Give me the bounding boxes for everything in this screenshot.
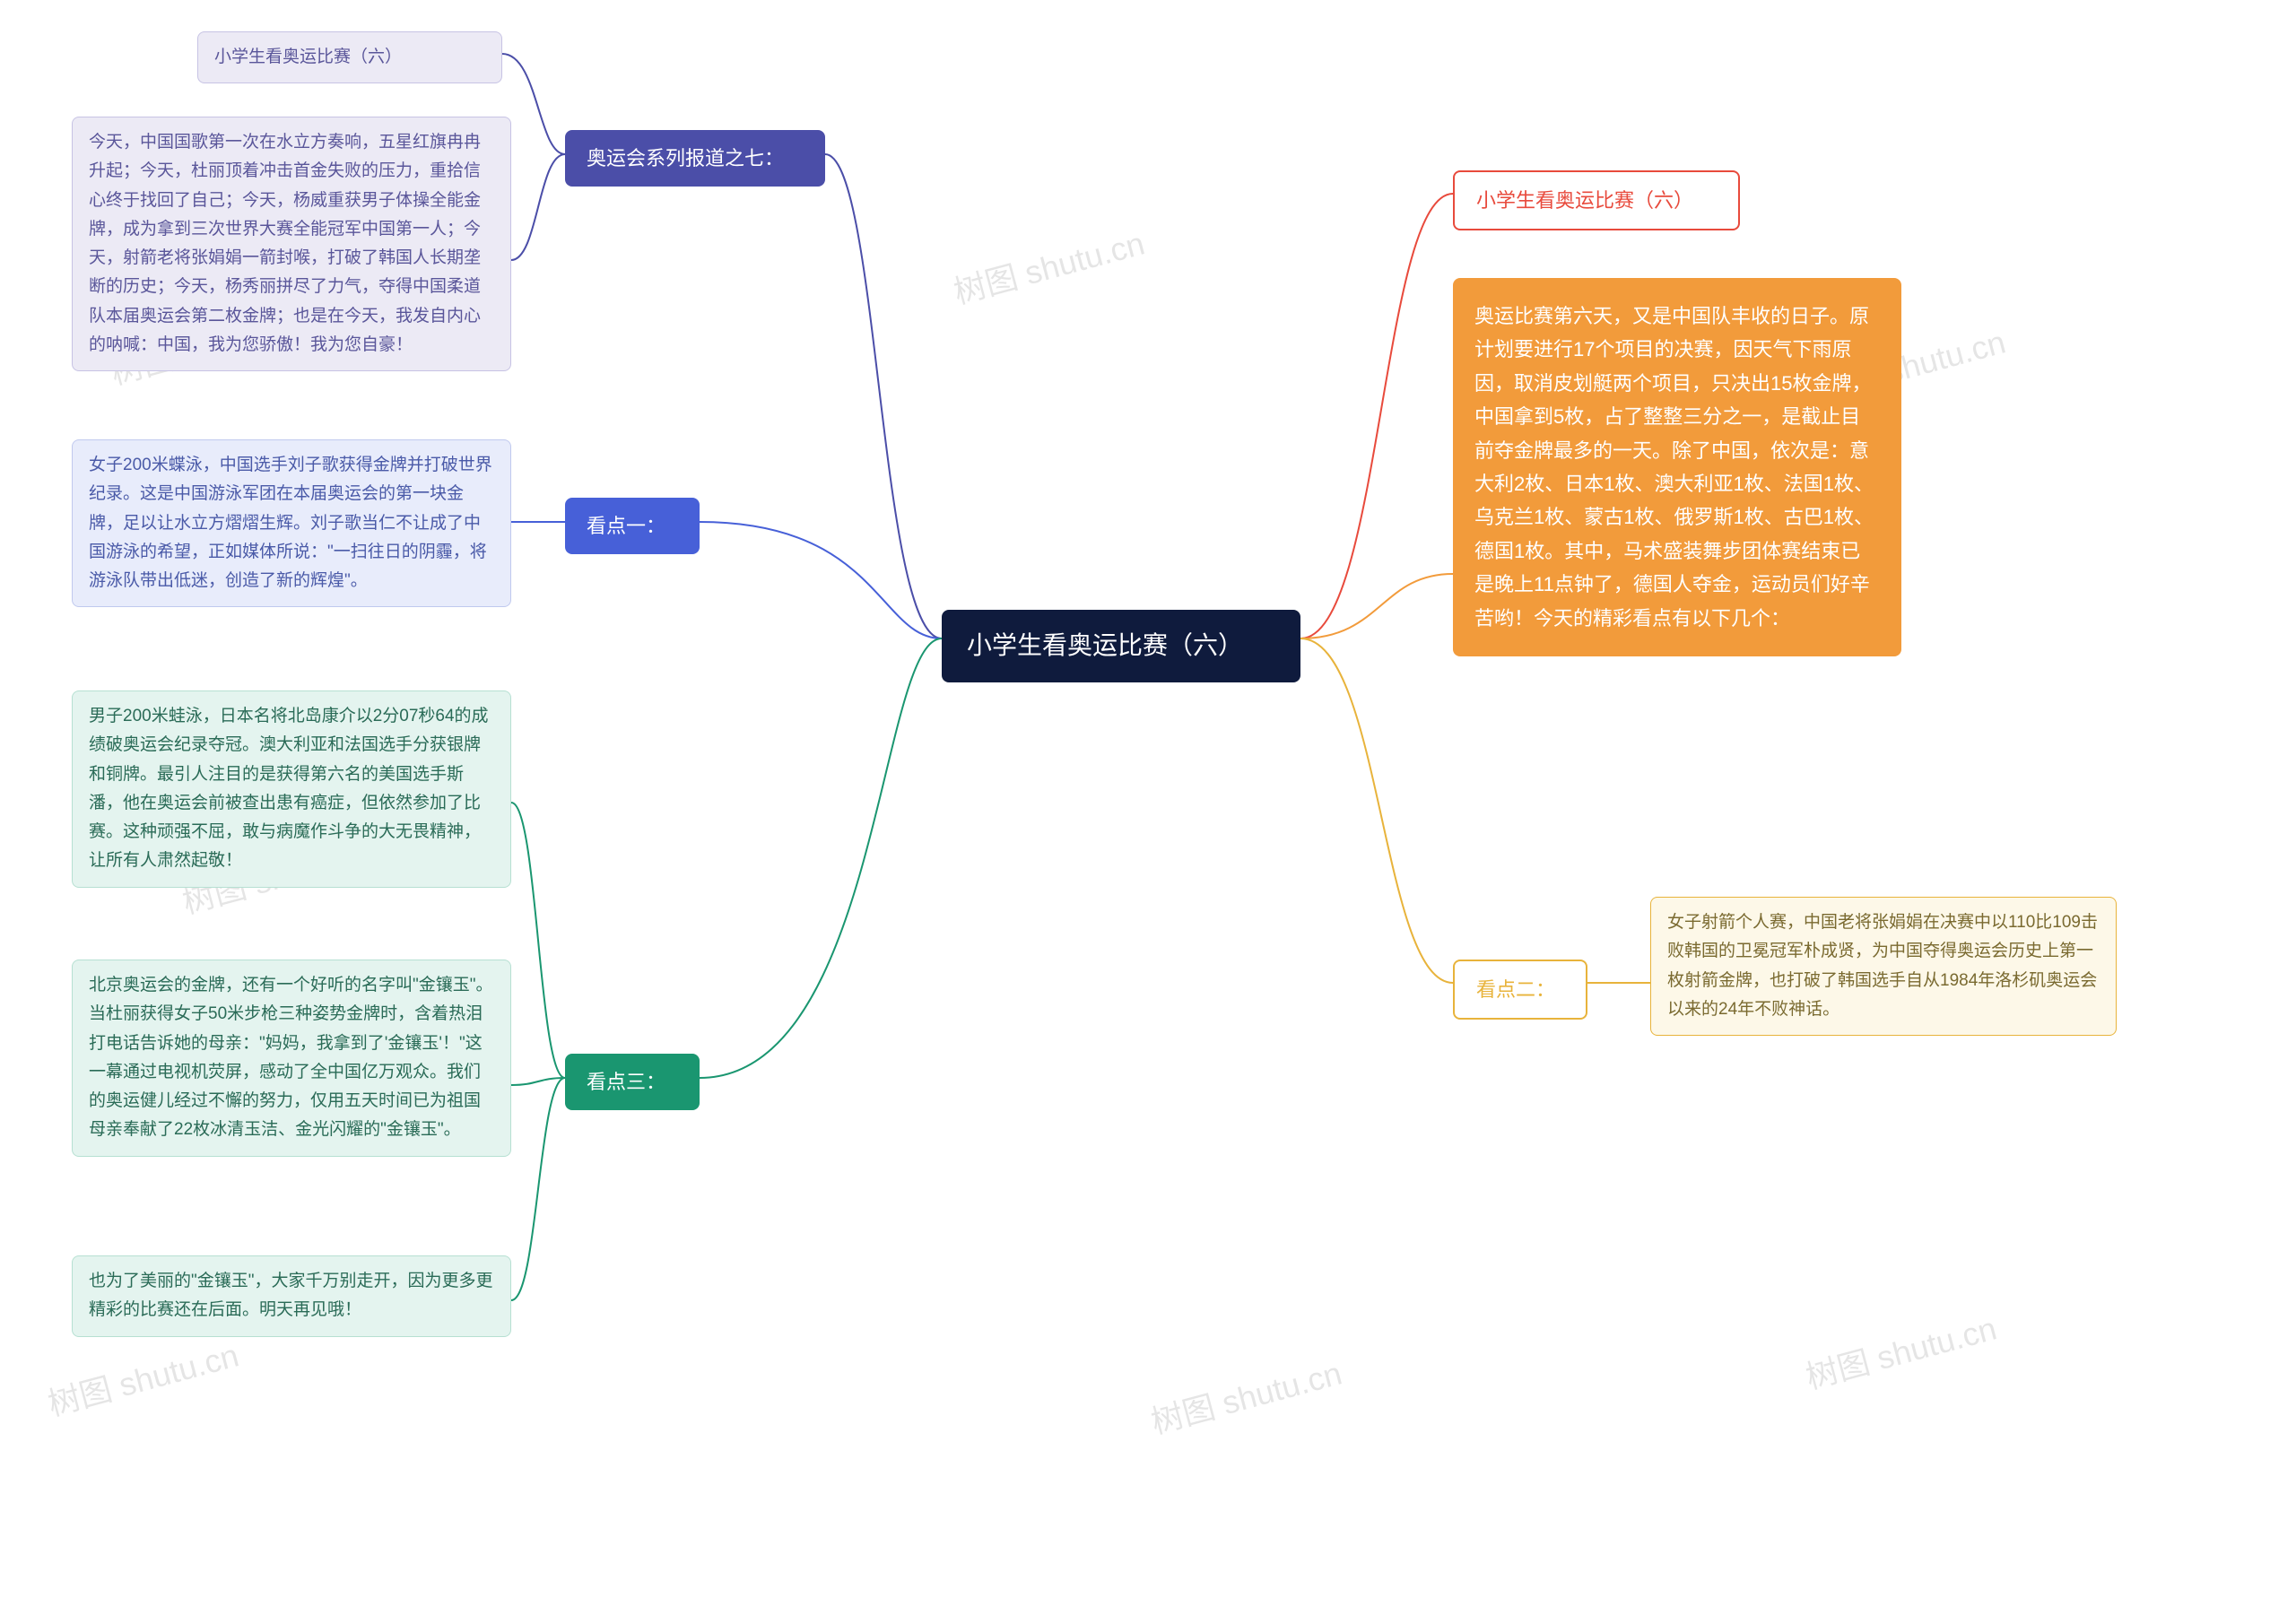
- branch-node-r1[interactable]: 小学生看奥运比赛（六）: [1453, 170, 1740, 230]
- center-node[interactable]: 小学生看奥运比赛（六）: [942, 610, 1300, 682]
- leaf-l3-2: 也为了美丽的"金镶玉"，大家千万别走开，因为更多更精彩的比赛还在后面。明天再见哦…: [72, 1255, 511, 1337]
- branch-node-l1[interactable]: 奥运会系列报道之七：: [565, 130, 825, 187]
- watermark: 树图 shutu.cn: [42, 1330, 243, 1426]
- watermark: 树图 shutu.cn: [1800, 1303, 2001, 1399]
- leaf-l1-0: 小学生看奥运比赛（六）: [197, 31, 502, 83]
- branch-node-r3[interactable]: 看点二：: [1453, 960, 1587, 1020]
- leaf-l3-0: 男子200米蛙泳，日本名将北岛康介以2分07秒64的成绩破奥运会纪录夺冠。澳大利…: [72, 690, 511, 888]
- leaf-r3-0: 女子射箭个人赛，中国老将张娟娟在决赛中以110比109击败韩国的卫冕冠军朴成贤，…: [1650, 897, 2117, 1036]
- watermark: 树图 shutu.cn: [1145, 1348, 1346, 1444]
- leaf-l2-0: 女子200米蝶泳，中国选手刘子歌获得金牌并打破世界纪录。这是中国游泳军团在本届奥…: [72, 439, 511, 607]
- branch-node-l2[interactable]: 看点一：: [565, 498, 700, 554]
- branch-node-l3[interactable]: 看点三：: [565, 1054, 700, 1110]
- leaf-l3-1: 北京奥运会的金牌，还有一个好听的名字叫"金镶玉"。当杜丽获得女子50米步枪三种姿…: [72, 960, 511, 1157]
- content-box-r2: 奥运比赛第六天，又是中国队丰收的日子。原计划要进行17个项目的决赛，因天气下雨原…: [1453, 278, 1901, 656]
- leaf-l1-1: 今天，中国国歌第一次在水立方奏响，五星红旗冉冉升起；今天，杜丽顶着冲击首金失败的…: [72, 117, 511, 371]
- watermark: 树图 shutu.cn: [948, 218, 1149, 314]
